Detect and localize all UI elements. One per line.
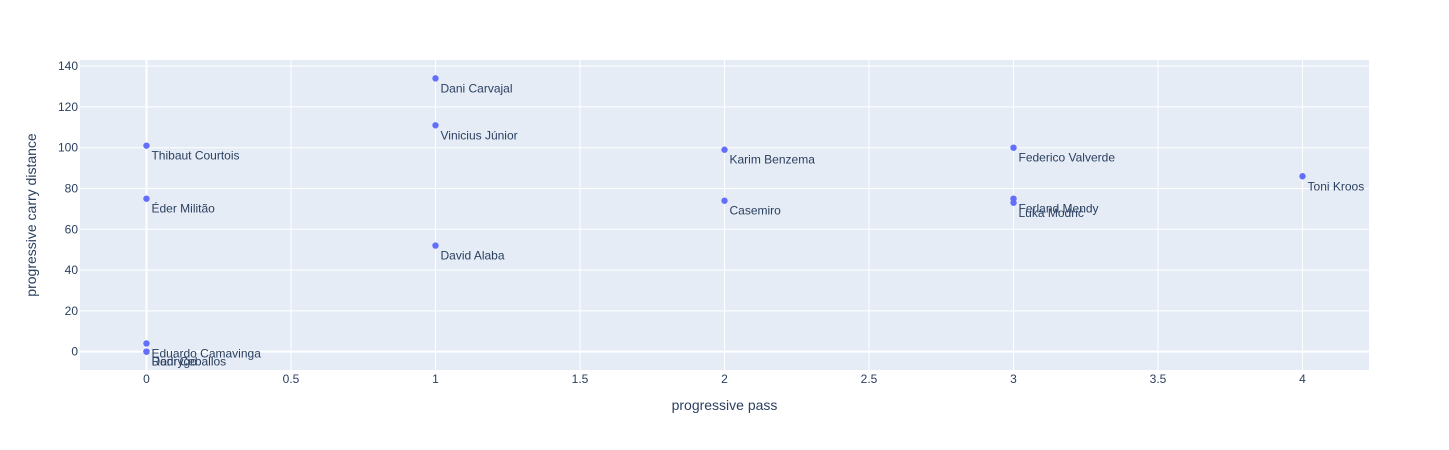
y-tick-label: 40	[65, 263, 79, 277]
x-tick-label: 1	[432, 372, 439, 386]
y-tick-label: 100	[58, 141, 78, 155]
x-tick-label: 4	[1299, 372, 1306, 386]
x-tick-label: 2.5	[861, 372, 878, 386]
point-label: Vinicius Júnior	[440, 128, 517, 142]
point-label: Rodrygo	[151, 355, 197, 369]
x-axis-title: progressive pass	[672, 397, 778, 413]
scatter-point	[143, 142, 150, 149]
scatter-point	[143, 348, 150, 355]
scatter-point	[432, 122, 439, 129]
x-tick-label: 0	[143, 372, 150, 386]
x-tick-label: 2	[721, 372, 728, 386]
point-label: Casemiro	[730, 204, 782, 218]
scatter-point	[1299, 173, 1306, 180]
zero-lines	[80, 60, 1369, 370]
scatter-point	[432, 242, 439, 249]
scatter-point	[1010, 144, 1017, 151]
point-label: David Alaba	[440, 249, 504, 263]
point-label: Luka Modrić	[1019, 206, 1084, 220]
scatter-point	[721, 146, 728, 153]
point-label: Éder Militão	[151, 201, 215, 216]
y-tick-label: 120	[58, 100, 78, 114]
point-label: Federico Valverde	[1019, 151, 1116, 165]
x-tick-label: 3	[1010, 372, 1017, 386]
point-label: Dani Ceballos	[151, 355, 226, 369]
scatter-point	[1010, 199, 1017, 206]
point-label: Thibaut Courtois	[151, 149, 239, 163]
y-tick-label: 20	[65, 304, 79, 318]
scatter-point	[143, 340, 150, 347]
point-label: Toni Kroos	[1308, 179, 1365, 193]
scatter-points	[143, 75, 1306, 355]
scatter-point	[721, 197, 728, 204]
grid-lines	[80, 60, 1369, 370]
y-tick-label: 80	[65, 181, 79, 195]
point-label: Ferland Mendy	[1019, 202, 1099, 216]
scatter-point	[143, 195, 150, 202]
y-tick-label: 140	[58, 59, 78, 73]
x-tick-label: 0.5	[283, 372, 300, 386]
y-tick-label: 60	[65, 222, 79, 236]
x-tick-label: 3.5	[1150, 372, 1167, 386]
point-labels: Dani Carvajal Vinicius Júnior Thibaut Cour…	[151, 81, 1364, 368]
y-tick-label: 0	[71, 345, 78, 359]
point-label: Dani Carvajal	[440, 81, 512, 95]
y-axis-title: progressive carry distance	[23, 133, 39, 297]
point-label: Eduardo Camavinga	[151, 346, 261, 360]
point-label: Karim Benzema	[730, 153, 816, 167]
scatter-point	[432, 75, 439, 82]
x-tick-label: 1.5	[572, 372, 589, 386]
